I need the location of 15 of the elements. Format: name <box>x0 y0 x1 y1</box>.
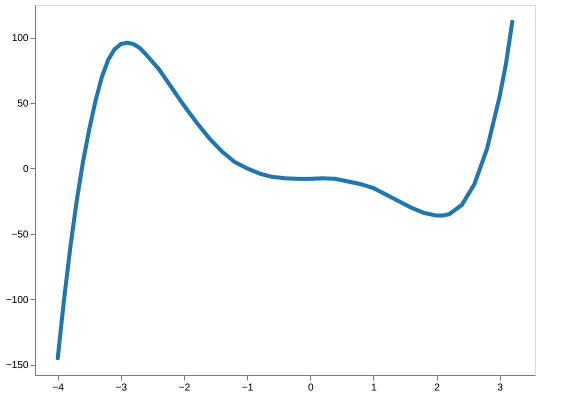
line-series <box>56 20 514 360</box>
x-tick-label: 2 <box>434 382 440 394</box>
y-tick-label: 0 <box>22 164 29 175</box>
y-tick-label: −150 <box>6 360 29 372</box>
x-tick-label: 1 <box>371 382 378 394</box>
x-tick-label: −3 <box>116 382 128 394</box>
x-tick-label: −1 <box>242 382 254 394</box>
x-tick-label: −4 <box>52 382 64 394</box>
y-tick-label: 100 <box>12 33 29 44</box>
x-tick-label: 0 <box>308 382 314 394</box>
x-tick-label: 3 <box>497 382 504 394</box>
y-tick-label: −50 <box>12 229 29 240</box>
x-tick-label: −2 <box>178 382 191 394</box>
y-tick-label: −100 <box>6 294 29 306</box>
y-tick-label: 50 <box>17 98 29 110</box>
